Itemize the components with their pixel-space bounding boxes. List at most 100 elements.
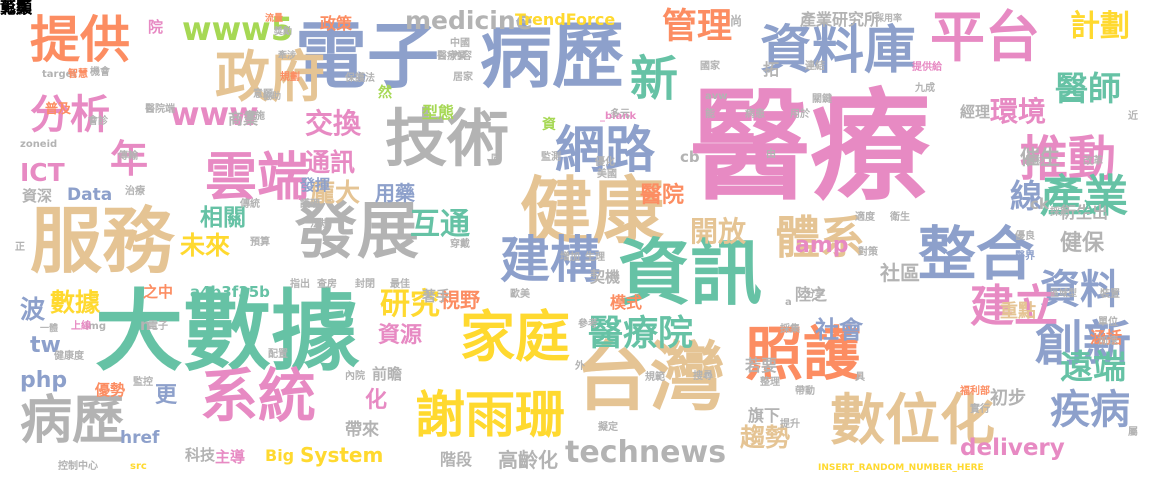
word: 擬定 — [598, 422, 618, 433]
word: 上線 — [71, 321, 91, 332]
word: 醫界 — [1015, 251, 1035, 262]
word: 近 — [1128, 111, 1138, 122]
word: 關鍵 — [812, 94, 832, 105]
word: 整合 — [918, 220, 1035, 288]
word: 經理 — [960, 103, 991, 121]
word: 外 — [575, 361, 585, 372]
word: 通訊 — [305, 148, 356, 177]
word: 謝雨珊 — [415, 386, 565, 444]
word: 創新 — [1035, 316, 1132, 372]
word: 入 — [1080, 198, 1097, 217]
word: 分享 — [805, 289, 825, 300]
word: 實行 — [970, 404, 990, 415]
word: 資料庫 — [760, 21, 917, 81]
word: ICT — [20, 158, 65, 187]
word: 模式 — [610, 293, 643, 312]
word: 政策 — [320, 14, 353, 33]
word: 裝置 — [1100, 289, 1120, 300]
word: www — [170, 95, 259, 133]
word: 年 — [110, 137, 149, 181]
word: 病歷 — [480, 14, 625, 98]
word: 帶來 — [345, 420, 379, 440]
word: 家庭 — [460, 305, 571, 369]
word: 分析 — [30, 92, 110, 138]
word: 連結 — [805, 61, 825, 72]
word: 健保 — [1060, 231, 1105, 256]
word: 傳統 — [240, 199, 260, 210]
word: 醫院端 — [145, 104, 175, 115]
word: 若要 — [745, 356, 778, 375]
word: 能 — [705, 109, 715, 120]
word: 同 — [491, 154, 501, 165]
word: 帶動 — [795, 386, 815, 397]
word: 彰顯 — [0, 0, 33, 17]
word: 未來 — [180, 231, 231, 260]
word: 視野 — [440, 288, 480, 312]
word: amp — [795, 233, 849, 258]
word: 治療 — [125, 186, 145, 197]
word: 採集 — [780, 324, 800, 335]
word: 開放 — [690, 215, 747, 248]
word: 控制中心 — [58, 461, 98, 472]
word: 互通 — [410, 207, 470, 242]
word: 協助 — [263, 92, 282, 102]
word: 對策 — [858, 247, 878, 258]
word: 重點 — [1000, 301, 1036, 322]
word: 規劃 — [280, 72, 300, 83]
word: 系統 — [200, 362, 317, 430]
word: 契機 — [590, 268, 621, 286]
word: 資料 — [1040, 267, 1120, 313]
word: 提供給 — [912, 62, 942, 73]
word: 高齡化 — [498, 448, 558, 472]
word: medicine — [405, 6, 533, 35]
word: cb — [680, 148, 700, 166]
word: 涵括 — [1090, 328, 1123, 347]
word: zoneid — [20, 139, 58, 150]
word: 環境 — [990, 95, 1047, 128]
word: 九成 — [915, 83, 935, 94]
word: 衍生出 — [1060, 203, 1109, 222]
word: 最佳 — [390, 279, 410, 290]
word: 實施 — [245, 111, 265, 122]
word: 主導 — [215, 448, 246, 466]
word: 社會 — [815, 316, 863, 344]
word: 由 — [766, 149, 776, 160]
word: 規範 — [645, 372, 665, 383]
word: 電子 — [148, 321, 168, 332]
word: 平台 — [930, 5, 1041, 69]
word: 病歷 — [20, 391, 125, 451]
word: 產業 — [1040, 171, 1128, 222]
word: 相關 — [200, 205, 246, 231]
word: 線 — [1010, 177, 1043, 215]
word: 型態 — [422, 103, 455, 122]
word: 台灣 — [575, 333, 726, 421]
word: 資訊 — [618, 231, 763, 315]
word: 屬 — [1128, 427, 1138, 438]
word: target — [42, 69, 78, 80]
word: 服務 — [30, 199, 175, 283]
word: 交換 — [305, 107, 362, 140]
word: 醫師 — [1055, 69, 1121, 108]
word: a4b3f35b — [190, 283, 270, 301]
word: n — [140, 316, 151, 334]
word: 封閉 — [355, 279, 375, 290]
word: 網路 — [555, 121, 655, 179]
word: 普及 — [45, 102, 72, 117]
word: INSERT_RANDOM_NUMBER_HERE — [818, 463, 984, 473]
word: 生理 — [585, 252, 605, 263]
word: 數據 — [50, 288, 101, 317]
word: 福利部 — [960, 386, 990, 397]
word: 整理 — [760, 377, 780, 388]
word: 社區 — [880, 261, 920, 285]
word: 適度 — [855, 212, 875, 223]
word: 護理 — [300, 199, 320, 210]
word: 牽涉 — [278, 51, 297, 61]
word: 尚 — [730, 14, 743, 28]
word: 內容 — [452, 51, 472, 62]
word: Data — [67, 185, 113, 205]
word: 著手 — [422, 289, 450, 305]
word: 改革 — [1083, 156, 1103, 167]
word: 美國 — [597, 169, 617, 180]
word: 監控 — [133, 377, 153, 388]
word: a — [785, 297, 792, 308]
